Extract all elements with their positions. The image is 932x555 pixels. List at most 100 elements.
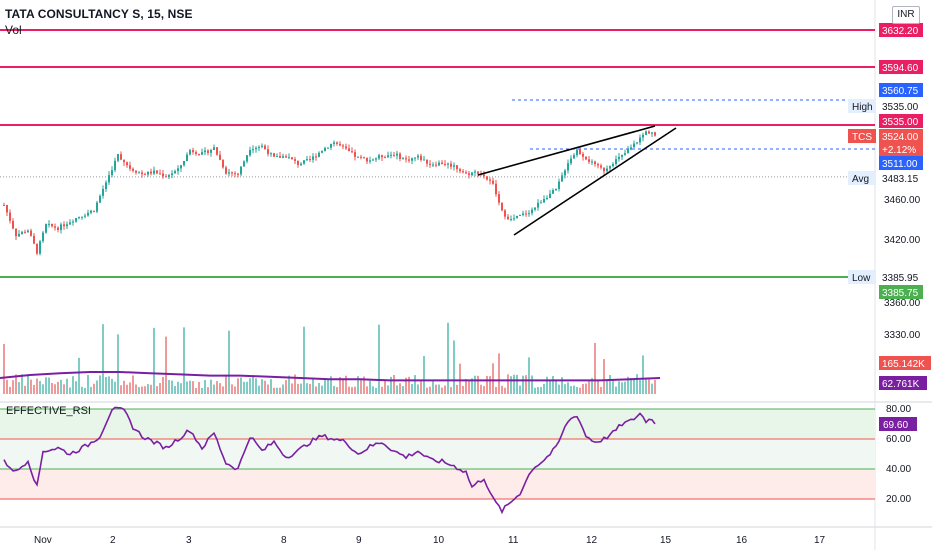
volume-bar (255, 378, 257, 394)
volume-bar (252, 374, 254, 394)
candle-body (327, 147, 329, 149)
candle-body (654, 132, 656, 136)
time-tick-label: 10 (433, 535, 445, 546)
candle-body (507, 216, 509, 220)
rsi-indicator-title[interactable]: EFFECTIVE_RSI (6, 405, 91, 417)
candle-body (510, 219, 512, 221)
volume-bar (600, 386, 602, 394)
volume-bar (345, 375, 347, 394)
candle-body (390, 154, 392, 156)
volume-bar (201, 387, 203, 394)
volume-bar (138, 387, 140, 394)
candle-body (237, 173, 239, 175)
candle-body (585, 156, 587, 160)
candle-body (96, 202, 98, 212)
candle-body (24, 231, 26, 233)
candle-body (168, 175, 170, 177)
volume-bar (363, 376, 365, 394)
volume-bar (513, 374, 515, 394)
candle-body (255, 147, 257, 150)
candle-body (207, 150, 209, 153)
candle-body (129, 165, 131, 169)
candle-body (108, 175, 110, 183)
candle-body (501, 202, 503, 211)
price-tag-box (879, 285, 923, 299)
candle-body (573, 155, 575, 159)
volume-bar (315, 386, 317, 394)
rsi-oversold-zone (0, 469, 875, 499)
volume-bar (132, 375, 134, 394)
volume-bar (141, 386, 143, 394)
volume-bar (198, 381, 200, 394)
volume-bar (609, 374, 611, 394)
candle-body (465, 172, 467, 174)
volume-bar (183, 327, 185, 394)
candle-body (294, 159, 296, 161)
volume-bar (339, 376, 341, 394)
volume-bar (150, 384, 152, 394)
volume-bar (219, 383, 221, 394)
volume-last-value: 165.142K (882, 359, 925, 370)
volume-bar (291, 383, 293, 394)
volume-bar (39, 381, 41, 394)
candle-body (150, 171, 152, 174)
candle-body (81, 216, 83, 218)
candle-body (558, 181, 560, 189)
volume-bar (72, 376, 74, 394)
price-tag-box (879, 142, 923, 156)
volume-bar (351, 387, 353, 394)
volume-bar (225, 376, 227, 394)
candle-body (249, 149, 251, 156)
candle-body (423, 159, 425, 161)
candle-body (306, 159, 308, 161)
candle-body (357, 156, 359, 158)
volume-bar (318, 382, 320, 394)
volume-bar (459, 363, 461, 394)
volume-bar (261, 379, 263, 394)
volume-bar (567, 382, 569, 394)
candle-body (225, 167, 227, 174)
volume-bar (243, 381, 245, 394)
candle-body (597, 164, 599, 166)
volume-bar (135, 384, 137, 394)
volume-bar (9, 386, 11, 394)
price-tag-value: 3632.20 (882, 26, 919, 37)
candle-body (39, 241, 41, 254)
candle-body (447, 163, 449, 165)
time-tick-label: 16 (736, 535, 748, 546)
candle-body (489, 179, 491, 181)
candle-body (318, 152, 320, 157)
volume-bar (75, 381, 77, 394)
volume-bar (27, 375, 29, 394)
candle-body (618, 156, 620, 160)
symbol-title[interactable]: TATA CONSULTANCY S, 15, NSE (5, 7, 193, 21)
candle-body (630, 147, 632, 150)
volume-bar (321, 385, 323, 394)
candle-body (54, 226, 56, 228)
volume-bar (468, 379, 470, 394)
volume-bar (612, 379, 614, 394)
volume-bar (15, 374, 17, 394)
volume-bar (258, 385, 260, 394)
candle-body (648, 131, 650, 134)
candle-body (552, 190, 554, 194)
time-tick-label: 2 (110, 535, 116, 546)
volume-bar (654, 379, 656, 394)
price-tag-box (879, 114, 923, 128)
volume-label[interactable]: Vol (5, 23, 22, 37)
volume-bar (591, 378, 593, 394)
volume-bar (417, 384, 419, 394)
candle-body (453, 165, 455, 167)
volume-bar (126, 384, 128, 394)
volume-bar (36, 378, 38, 394)
candle-body (177, 168, 179, 172)
volume-bar (465, 378, 467, 394)
volume-bar (408, 376, 410, 394)
volume-bar (507, 374, 509, 394)
volume-bar (204, 380, 206, 394)
candle-body (42, 232, 44, 242)
currency-button[interactable]: INR (892, 6, 920, 24)
candle-body (45, 224, 47, 233)
